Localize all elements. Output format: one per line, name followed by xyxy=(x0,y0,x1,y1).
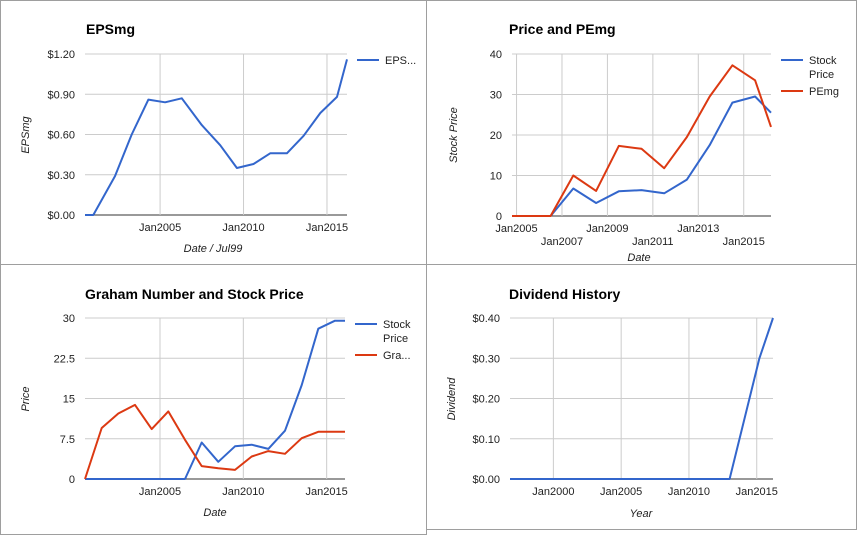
y-tick-label: $0.60 xyxy=(47,130,75,142)
x-axis-title: Date xyxy=(627,252,650,264)
series-line xyxy=(84,403,345,480)
y-tick-label: $0.90 xyxy=(47,89,75,101)
series-line xyxy=(512,64,772,217)
dividend-chart: $0.00 $0.10 $0.20 $0.30 $0.40 Jan2000 Jan2005 J… xyxy=(446,313,778,520)
y-tick-label: 15 xyxy=(63,394,75,406)
chart-title: EPSmg xyxy=(86,21,136,37)
y-tick-label: $0.10 xyxy=(472,434,500,446)
y-tick-label: $0.30 xyxy=(47,170,75,182)
legend-label: EPS... xyxy=(385,55,416,67)
y-tick-label: 30 xyxy=(63,313,75,325)
x-tick-label: Jan2013 xyxy=(677,223,719,235)
eps-chart: $0.00 $0.30 $0.60 $0.90 $1.20 Jan2005 Jan2010 J… xyxy=(20,49,416,255)
y-axis-title: Dividend xyxy=(446,377,458,421)
graham-chart-panel: Graham Number and Stock Price 0 7.5 15 22.5… xyxy=(0,264,427,535)
x-tick-label: Jan2010 xyxy=(222,486,264,498)
y-axis-title: EPSmg xyxy=(20,115,32,153)
series-line xyxy=(85,319,345,480)
y-tick-label: $0.40 xyxy=(472,313,500,325)
y-tick-label: 0 xyxy=(496,211,502,223)
legend-label: Price xyxy=(383,333,408,345)
legend-label: Price xyxy=(809,69,834,81)
legend-label: Gra... xyxy=(383,350,411,362)
series-line xyxy=(510,317,774,480)
y-tick-label: 10 xyxy=(490,171,502,183)
y-tick-label: $1.20 xyxy=(47,49,75,61)
series-line xyxy=(85,59,348,216)
x-axis-title: Date xyxy=(203,507,226,519)
y-tick-label: 7.5 xyxy=(60,434,75,446)
series-line xyxy=(512,95,772,217)
x-tick-label: Jan2009 xyxy=(586,223,628,235)
y-tick-label: 20 xyxy=(490,130,502,142)
x-tick-label: Jan2005 xyxy=(600,486,642,498)
price-pe-chart-panel: Price and PEmg 0 10 20 30 40 Jan2005 Jan2007 Ja… xyxy=(426,0,857,268)
x-tick-label: Jan2000 xyxy=(532,486,574,498)
x-tick-label: Jan2010 xyxy=(668,486,710,498)
chart-title: Dividend History xyxy=(509,286,621,302)
y-tick-label: 22.5 xyxy=(54,353,75,365)
x-tick-label: Jan2015 xyxy=(306,486,348,498)
y-axis-title: Stock Price xyxy=(448,107,460,163)
eps-chart-panel: EPSmg $0.00 $0.30 $0.60 $0.90 $1.20 Jan2005 Ja… xyxy=(0,0,427,268)
chart-title: Price and PEmg xyxy=(509,21,616,37)
legend-label: PEmg xyxy=(809,86,839,98)
x-tick-label: Jan2005 xyxy=(139,222,181,234)
y-tick-label: $0.00 xyxy=(472,474,500,486)
x-tick-label: Jan2010 xyxy=(222,222,264,234)
x-tick-label: Jan2015 xyxy=(306,222,348,234)
x-axis-title: Year xyxy=(630,508,654,520)
y-tick-label: $0.30 xyxy=(472,353,500,365)
y-axis-title: Price xyxy=(20,386,32,411)
x-tick-label: Jan2015 xyxy=(736,486,778,498)
x-tick-label: Jan2015 xyxy=(723,236,765,248)
legend-label: Stock xyxy=(809,55,837,67)
y-tick-label: 30 xyxy=(490,90,502,102)
x-tick-label: Jan2007 xyxy=(541,236,583,248)
legend-label: Stock xyxy=(383,319,411,331)
graham-chart: 0 7.5 15 22.5 30 Jan2005 Jan2010 Jan2015 Date Pri… xyxy=(20,313,411,519)
y-tick-label: 40 xyxy=(490,49,502,61)
y-tick-label: $0.00 xyxy=(47,210,75,222)
chart-title: Graham Number and Stock Price xyxy=(85,286,304,302)
x-axis-title: Date / Jul99 xyxy=(184,243,243,255)
dividend-chart-panel: Dividend History $0.00 $0.10 $0.20 $0.30 $0.… xyxy=(426,264,857,530)
x-tick-label: Jan2005 xyxy=(139,486,181,498)
y-tick-label: $0.20 xyxy=(472,394,500,406)
y-tick-label: 0 xyxy=(69,474,75,486)
x-tick-label: Jan2011 xyxy=(632,236,673,248)
x-tick-label: Jan2005 xyxy=(495,223,537,235)
